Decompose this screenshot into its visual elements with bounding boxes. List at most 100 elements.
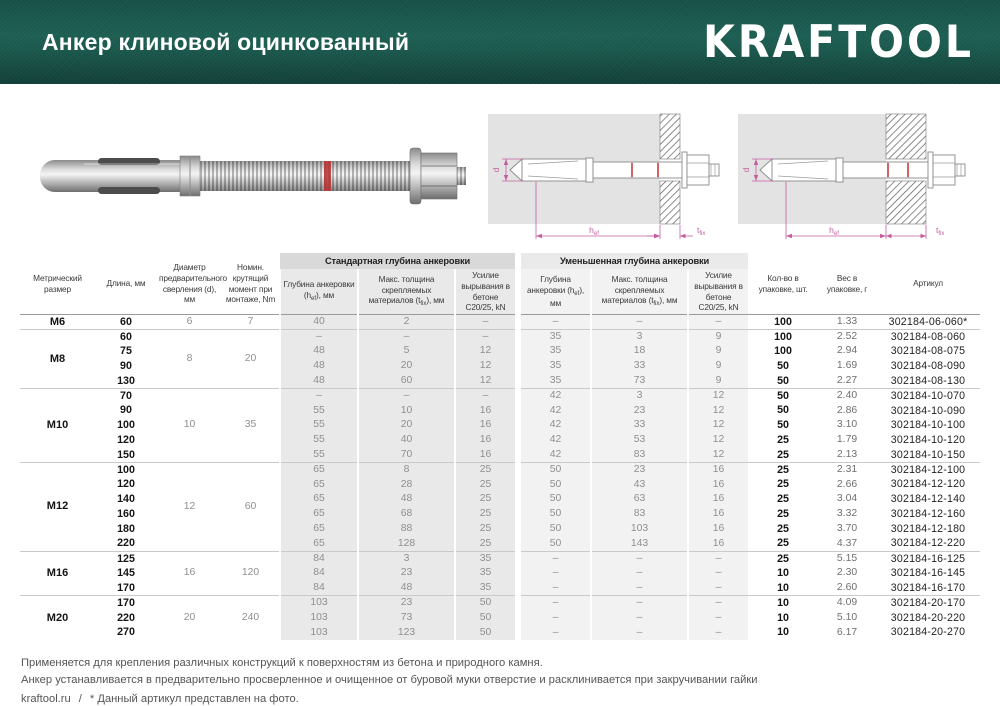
table-row: 145 84 23 35– – –10 2.30 302184-16-145 — [20, 566, 980, 581]
weight-cell: 2.94 — [836, 345, 858, 357]
article-cell: 302184-16-170 — [890, 581, 966, 594]
reduced-depth-value-cell: – — [590, 314, 689, 330]
std-depth-value-cell: 65 — [279, 462, 358, 478]
reduced-depth-value-cell: – — [515, 580, 592, 596]
reduced-depth-value-cell: 33 — [590, 359, 689, 374]
d-label: d — [491, 167, 501, 172]
reduced-depth-value-cell: 12 — [687, 388, 749, 404]
reduced-depth-value-cell: 9 — [687, 373, 749, 389]
article-cell: 302184-12-120 — [890, 478, 966, 491]
spec-table: Метрический размер Длина, мм Диаметр пре… — [20, 253, 981, 641]
torque-cell: 60 — [222, 462, 280, 552]
torque-cell: 120 — [222, 550, 280, 596]
table-row: 180 65 88 25 50 103 16 25 3.70 302184-12-180 — [20, 521, 980, 537]
article-cell: 302184-12-140 — [890, 493, 966, 506]
std-depth-value-cell: 65 — [279, 477, 358, 493]
drill-diameter-cell: 6 — [186, 315, 193, 327]
hef-label: hef — [589, 225, 599, 237]
std-depth-value-cell: 84 — [279, 580, 358, 596]
std-depth-value-cell: 68 — [357, 506, 455, 522]
std-depth-value-cell: 10 — [357, 403, 455, 419]
tfix-label: tfix — [697, 225, 705, 237]
reduced-depth-value-cell: – — [515, 550, 592, 567]
hef-label: hef — [829, 225, 839, 237]
torque-cell: 20 — [222, 328, 280, 389]
article-cell: 302184-20-220 — [890, 611, 966, 624]
weight-cell: 2.66 — [836, 478, 858, 490]
table-row: 90 55 10 16 42 23 12 50 2.86 302184-10-090 — [20, 403, 980, 419]
std-depth-value-cell: 48 — [279, 373, 358, 389]
drill-diameter-cell: 10 — [157, 388, 222, 463]
article-cell: 302184-10-090 — [890, 404, 966, 417]
table-row: 220 65 128 25 50 143 16 25 4.37 302184-12-220 — [20, 536, 980, 552]
std-depth-value-cell: 103 — [279, 595, 358, 611]
table-row: 90 48 20 12 35 33 9 50 1.69 302184-08-090 — [20, 359, 980, 374]
table-row: M16 125 16 120 84 3 35– – –25 5.15 302184-16-125 — [20, 550, 981, 596]
reduced-depth-value-cell: 23 — [590, 462, 689, 478]
col-header-weight: Вес в упаковке, г — [818, 253, 877, 316]
length-cell: 145 — [117, 567, 135, 580]
article-cell: 302184-20-170 — [876, 595, 981, 611]
fixture-hatch-top — [659, 113, 681, 160]
table-row: 150 55 70 16 42 83 12 25 2.13 302184-10-150 — [20, 447, 980, 463]
reduced-depth-value-cell: – — [515, 595, 592, 611]
article-cell: 302184-12-180 — [890, 522, 966, 535]
reduced-depth-value-cell: 42 — [515, 447, 592, 463]
table-row: 120 55 40 16 42 53 12 25 1.79 302184-10-120 — [20, 433, 980, 448]
article-cell: 302184-10-070 — [876, 388, 981, 404]
std-depth-value-cell: 23 — [357, 595, 455, 611]
length-cell: 125 — [95, 550, 157, 567]
dimension-labels: d hef tfix — [741, 167, 944, 236]
qty-cell: 100 — [774, 315, 792, 328]
col-header-drill-diameter: Диаметр предварительного сверления (d), … — [157, 253, 227, 316]
length-cell: 180 — [117, 522, 135, 535]
qty-cell: 50 — [777, 374, 789, 387]
qty-cell: 10 — [777, 581, 789, 594]
table-row: M6 60 6 7 40 2– – – –100 1.33 302184-06-060* — [20, 314, 980, 330]
std-depth-value-cell: 16 — [453, 403, 519, 419]
std-depth-value-cell: 65 — [279, 492, 358, 507]
qty-cell: 10 — [777, 611, 789, 624]
length-cell: 220 — [117, 611, 135, 624]
reduced-depth-value-cell: – — [687, 566, 749, 581]
std-depth-value-cell: 50 — [453, 610, 519, 626]
reduced-depth-value-cell: 33 — [590, 418, 689, 433]
std-depth-value-cell: 20 — [357, 359, 455, 374]
metric-size-cell: M20 — [20, 595, 95, 641]
reduced-depth-value-cell: 50 — [515, 462, 592, 478]
weight-cell: 4.09 — [818, 595, 877, 611]
table-row: 160 65 68 25 50 83 16 25 3.32 302184-12-160 — [20, 506, 980, 522]
dimension-arrows — [753, 159, 926, 239]
reduced-depth-value-cell: 16 — [687, 492, 749, 507]
table-row: 220 103 73 50– – –10 5.10 302184-20-220 — [20, 610, 980, 626]
reduced-depth-value-cell: 50 — [515, 506, 592, 522]
length-cell: 100 — [117, 419, 135, 432]
drill-diameter-cell: 20 — [157, 595, 222, 641]
weight-cell: 2.86 — [836, 404, 858, 416]
reduced-depth-value-cell: 16 — [687, 462, 749, 478]
qty-cell: 25 — [777, 448, 789, 461]
article-cell: 302184-16-145 — [890, 567, 966, 580]
std-depth-value-cell: 35 — [453, 550, 519, 567]
std-depth-value-cell: 5 — [357, 344, 455, 360]
reduced-depth-value-cell: 103 — [590, 521, 689, 537]
weight-cell: 6.17 — [836, 626, 858, 638]
std-depth-value-cell: – — [279, 388, 358, 404]
reduced-depth-value-cell: 63 — [590, 492, 689, 507]
std-depth-value-cell: – — [357, 388, 455, 404]
reduced-depth-value-cell: 16 — [687, 536, 749, 552]
col-header-size: Метрический размер — [20, 253, 95, 316]
col-header-std-thickness: Макс. толщина скрепляемых материалов (tf… — [357, 269, 455, 316]
std-depth-value-cell: 20 — [357, 418, 455, 433]
reduced-depth-value-cell: 12 — [687, 433, 749, 448]
reduced-depth-value-cell: 9 — [687, 328, 749, 345]
std-depth-value-cell: 65 — [279, 506, 358, 522]
length-cell: 270 — [117, 626, 135, 639]
reduced-depth-value-cell: 43 — [590, 477, 689, 493]
col-header-article: Артикул — [876, 253, 981, 316]
article-cell: 302184-12-160 — [890, 508, 966, 521]
std-depth-value-cell: 65 — [279, 536, 358, 552]
length-cell: 130 — [117, 374, 135, 387]
std-depth-value-cell: 88 — [357, 521, 455, 537]
expansion-clip — [84, 160, 180, 192]
